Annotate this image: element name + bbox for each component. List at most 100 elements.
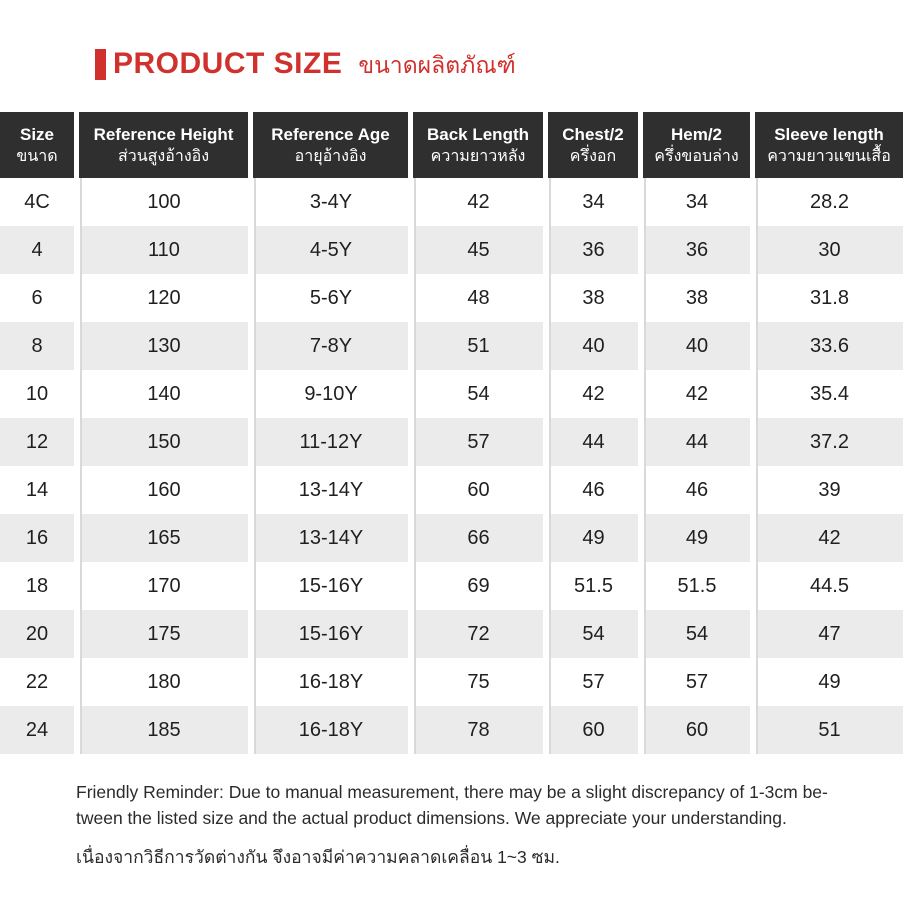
size-row-4: 4 110 4-5Y 45 36 36 30 <box>0 226 903 274</box>
page-title: PRODUCT SIZE ขนาดผลิตภัณฑ์ <box>95 44 516 84</box>
table-cell: 28.2 <box>750 178 903 226</box>
column-header-sleeve-length: Sleeve length ความยาวแขนเสื้อ <box>750 112 903 178</box>
column-header-th: ความยาวหลัง <box>430 147 526 165</box>
column-header-reference-height: Reference Height ส่วนสูงอ้างอิง <box>74 112 248 178</box>
table-cell: 31.8 <box>750 274 903 322</box>
table-cell: 72 <box>408 610 543 658</box>
column-header-chest-2: Chest/2 ครึ่งอก <box>543 112 638 178</box>
table-cell: 4 <box>0 226 74 274</box>
friendly-reminder-en: Friendly Reminder: Due to manual measure… <box>76 779 866 831</box>
size-row-6: 6 120 5-6Y 48 38 38 31.8 <box>0 274 903 322</box>
table-cell: 160 <box>74 466 248 514</box>
friendly-reminder-th: เนื่องจากวิธีการวัดต่างกัน จึงอาจมีค่าคว… <box>76 847 560 867</box>
table-cell: 110 <box>74 226 248 274</box>
table-cell: 20 <box>0 610 74 658</box>
table-cell: 60 <box>408 466 543 514</box>
column-header-th: ความยาวแขนเสื้อ <box>767 147 891 165</box>
table-cell: 13-14Y <box>248 514 408 562</box>
column-header-en: Back Length <box>426 124 530 144</box>
table-cell: 5-6Y <box>248 274 408 322</box>
table-cell: 69 <box>408 562 543 610</box>
table-cell: 36 <box>638 226 750 274</box>
table-cell: 49 <box>543 514 638 562</box>
table-cell: 34 <box>543 178 638 226</box>
size-table-header: Size ขนาด Reference Height ส่วนสูงอ้างอิง Re… <box>0 112 903 178</box>
table-cell: 57 <box>543 658 638 706</box>
table-cell: 42 <box>750 514 903 562</box>
size-row-24: 24 185 16-18Y 78 60 60 51 <box>0 706 903 754</box>
column-header-en: Reference Age <box>271 124 390 144</box>
table-cell: 6 <box>0 274 74 322</box>
table-cell: 11-12Y <box>248 418 408 466</box>
column-header-en: Size <box>19 124 55 144</box>
column-header-reference-age: Reference Age อายุอ้างอิง <box>248 112 408 178</box>
table-cell: 57 <box>638 658 750 706</box>
table-cell: 4C <box>0 178 74 226</box>
table-cell: 33.6 <box>750 322 903 370</box>
page-title-th: ขนาดผลิตภัณฑ์ <box>358 52 516 78</box>
table-cell: 3-4Y <box>248 178 408 226</box>
column-header-th: ขนาด <box>16 147 58 165</box>
table-cell: 7-8Y <box>248 322 408 370</box>
table-cell: 46 <box>543 466 638 514</box>
table-cell: 51.5 <box>543 562 638 610</box>
size-row-20: 20 175 15-16Y 72 54 54 47 <box>0 610 903 658</box>
table-cell: 24 <box>0 706 74 754</box>
table-cell: 9-10Y <box>248 370 408 418</box>
table-cell: 30 <box>750 226 903 274</box>
reminder-line-2: tween the listed size and the actual pro… <box>76 808 787 828</box>
table-cell: 60 <box>638 706 750 754</box>
table-cell: 42 <box>638 370 750 418</box>
header-row: Size ขนาด Reference Height ส่วนสูงอ้างอิง Re… <box>0 112 903 178</box>
table-cell: 54 <box>543 610 638 658</box>
table-cell: 45 <box>408 226 543 274</box>
table-cell: 170 <box>74 562 248 610</box>
table-cell: 16-18Y <box>248 706 408 754</box>
column-header-th: ส่วนสูงอ้างอิง <box>117 147 210 165</box>
size-row-4c: 4C 100 3-4Y 42 34 34 28.2 <box>0 178 903 226</box>
size-row-10: 10 140 9-10Y 54 42 42 35.4 <box>0 370 903 418</box>
size-row-8: 8 130 7-8Y 51 40 40 33.6 <box>0 322 903 370</box>
table-cell: 15-16Y <box>248 562 408 610</box>
table-cell: 40 <box>638 322 750 370</box>
table-cell: 54 <box>638 610 750 658</box>
title-accent-bar <box>95 48 106 80</box>
table-cell: 44.5 <box>750 562 903 610</box>
size-row-12: 12 150 11-12Y 57 44 44 37.2 <box>0 418 903 466</box>
column-header-en: Sleeve length <box>774 124 884 144</box>
table-cell: 78 <box>408 706 543 754</box>
column-header-back-length: Back Length ความยาวหลัง <box>408 112 543 178</box>
table-cell: 38 <box>543 274 638 322</box>
table-cell: 57 <box>408 418 543 466</box>
table-cell: 16-18Y <box>248 658 408 706</box>
table-cell: 47 <box>750 610 903 658</box>
table-cell: 42 <box>408 178 543 226</box>
size-row-16: 16 165 13-14Y 66 49 49 42 <box>0 514 903 562</box>
table-cell: 75 <box>408 658 543 706</box>
column-header-hem-2: Hem/2 ครึ่งขอบล่าง <box>638 112 750 178</box>
column-header-th: อายุอ้างอิง <box>294 147 367 165</box>
table-cell: 16 <box>0 514 74 562</box>
column-header-th: ครึ่งขอบล่าง <box>654 147 739 165</box>
page-title-en: PRODUCT SIZE <box>113 47 343 80</box>
table-cell: 175 <box>74 610 248 658</box>
table-cell: 14 <box>0 466 74 514</box>
table-cell: 39 <box>750 466 903 514</box>
table-cell: 130 <box>74 322 248 370</box>
table-cell: 66 <box>408 514 543 562</box>
table-cell: 54 <box>408 370 543 418</box>
size-table: Size ขนาด Reference Height ส่วนสูงอ้างอิง Re… <box>0 112 903 754</box>
table-cell: 48 <box>408 274 543 322</box>
column-header-size: Size ขนาด <box>0 112 74 178</box>
table-cell: 42 <box>543 370 638 418</box>
table-cell: 4-5Y <box>248 226 408 274</box>
table-cell: 40 <box>543 322 638 370</box>
table-cell: 51 <box>408 322 543 370</box>
table-cell: 37.2 <box>750 418 903 466</box>
table-cell: 8 <box>0 322 74 370</box>
table-cell: 34 <box>638 178 750 226</box>
table-cell: 51 <box>750 706 903 754</box>
table-cell: 180 <box>74 658 248 706</box>
table-cell: 18 <box>0 562 74 610</box>
